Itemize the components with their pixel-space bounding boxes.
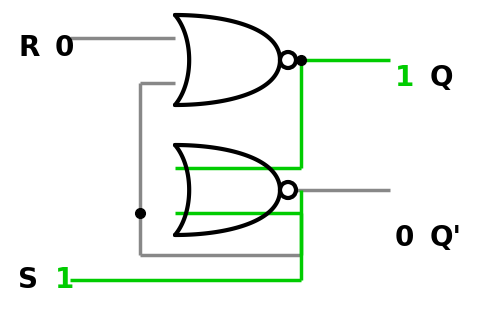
Text: 1: 1 — [395, 64, 414, 92]
Text: R: R — [18, 34, 39, 62]
Circle shape — [280, 182, 296, 198]
Circle shape — [280, 52, 296, 68]
Text: 0: 0 — [395, 224, 415, 252]
Text: 0: 0 — [55, 34, 74, 62]
Text: S: S — [18, 266, 38, 294]
Text: 1: 1 — [55, 266, 74, 294]
Text: Q: Q — [430, 64, 453, 92]
Text: Q': Q' — [430, 224, 462, 252]
